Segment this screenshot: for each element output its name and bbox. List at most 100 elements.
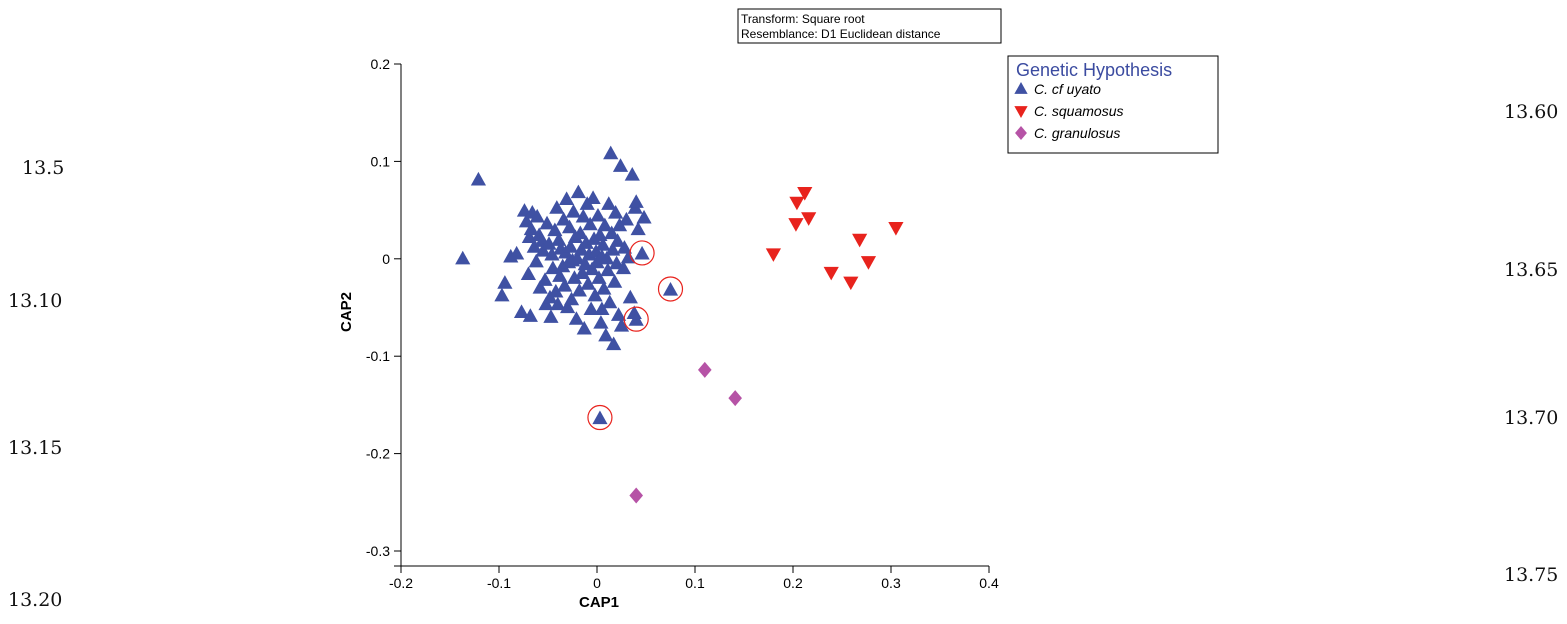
- data-point: [556, 211, 572, 226]
- data-point: [569, 250, 585, 265]
- y-tick-label: 0: [382, 251, 390, 267]
- highlight-circle: [587, 404, 613, 431]
- points-layer: [455, 145, 904, 504]
- data-point: [563, 291, 580, 306]
- data-point: [636, 209, 652, 224]
- legend-title: Genetic Hypothesis: [1016, 60, 1172, 80]
- series-2: [765, 186, 904, 291]
- data-point: [532, 280, 548, 294]
- data-point: [603, 145, 619, 160]
- x-axis-label: CAP1: [579, 594, 619, 611]
- data-point: [600, 262, 616, 277]
- right-margin-number-1: 13.60: [1504, 101, 1559, 123]
- data-point: [580, 276, 596, 290]
- legend-marker: [1015, 126, 1027, 140]
- data-point: [544, 246, 560, 261]
- data-point: [618, 211, 634, 226]
- data-point: [595, 237, 611, 251]
- data-point: [608, 205, 624, 219]
- data-point: [520, 266, 536, 280]
- data-point: [566, 270, 583, 284]
- data-point: [596, 280, 612, 295]
- data-point: [538, 296, 554, 311]
- data-point: [559, 191, 575, 205]
- x-tick-label: 0: [593, 575, 601, 591]
- series-1: [455, 145, 679, 425]
- data-point: [765, 248, 781, 262]
- data-point: [797, 186, 813, 201]
- data-point: [560, 299, 576, 314]
- data-point: [788, 218, 804, 232]
- data-point: [535, 243, 551, 257]
- data-point: [606, 336, 622, 351]
- y-tick-label: -0.1: [366, 348, 390, 364]
- data-point: [575, 208, 591, 223]
- data-point: [497, 275, 513, 289]
- data-point: [494, 287, 510, 302]
- data-point: [578, 235, 594, 249]
- data-point: [509, 245, 525, 260]
- right-margin-number-4: 13.75: [1504, 564, 1559, 586]
- data-point: [522, 308, 538, 322]
- data-point: [470, 171, 487, 186]
- data-point: [662, 281, 679, 296]
- data-point: [597, 217, 613, 232]
- data-point: [539, 215, 555, 230]
- data-point: [592, 410, 608, 425]
- highlight-circle: [629, 240, 655, 266]
- data-point: [582, 216, 598, 231]
- data-point: [593, 315, 609, 329]
- data-point: [570, 184, 586, 199]
- data-point: [594, 301, 610, 316]
- data-point: [455, 250, 471, 265]
- legend-label: C. granulosus: [1034, 125, 1120, 141]
- x-tick-label: 0.4: [979, 575, 999, 591]
- data-point: [604, 225, 620, 240]
- data-point: [610, 307, 627, 321]
- data-point: [584, 261, 600, 276]
- legend-marker: [1014, 82, 1028, 94]
- data-point: [888, 222, 904, 236]
- x-tick-label: 0.2: [783, 575, 803, 591]
- legend-entry: C. cf uyato: [1014, 81, 1101, 97]
- data-point: [628, 194, 644, 208]
- data-point: [630, 221, 646, 236]
- left-margin-number-1: 13.5: [22, 157, 65, 179]
- data-point: [622, 289, 638, 304]
- data-point: [552, 268, 568, 282]
- data-point: [789, 196, 805, 211]
- data-point: [591, 270, 607, 284]
- legend-entry: C. squamosus: [1014, 103, 1123, 119]
- right-margin-number-2: 13.65: [1504, 259, 1559, 281]
- y-tick-label: 0.1: [371, 153, 391, 169]
- data-point: [551, 232, 567, 246]
- data-point: [634, 245, 650, 260]
- data-point: [576, 320, 592, 335]
- data-point: [577, 256, 593, 271]
- left-margin-number-2: 13.10: [8, 290, 63, 312]
- data-point: [590, 207, 606, 222]
- data-point: [526, 239, 542, 253]
- legend-marker: [1014, 106, 1028, 118]
- data-point: [528, 253, 544, 268]
- data-point: [541, 236, 557, 250]
- data-point: [583, 301, 599, 316]
- x-tick-label: 0.3: [881, 575, 901, 591]
- annotation-box: Transform: Square root Resemblance: D1 E…: [737, 8, 1002, 44]
- data-point: [574, 265, 590, 280]
- right-margin-number-3: 13.70: [1504, 407, 1559, 429]
- data-point: [607, 274, 623, 288]
- data-point: [571, 282, 587, 297]
- data-point: [549, 200, 565, 214]
- data-point: [629, 487, 643, 504]
- data-point: [605, 242, 621, 256]
- y-tick-label: 0.2: [371, 56, 391, 72]
- data-point: [561, 219, 578, 234]
- highlight-circle: [657, 276, 684, 302]
- x-tick-label: -0.1: [487, 575, 511, 591]
- data-point: [860, 256, 877, 270]
- y-tick-label: -0.2: [366, 446, 390, 462]
- annotation-line-transform: Transform: Square root: [741, 12, 865, 26]
- left-margin-number-4: 13.20: [8, 589, 63, 611]
